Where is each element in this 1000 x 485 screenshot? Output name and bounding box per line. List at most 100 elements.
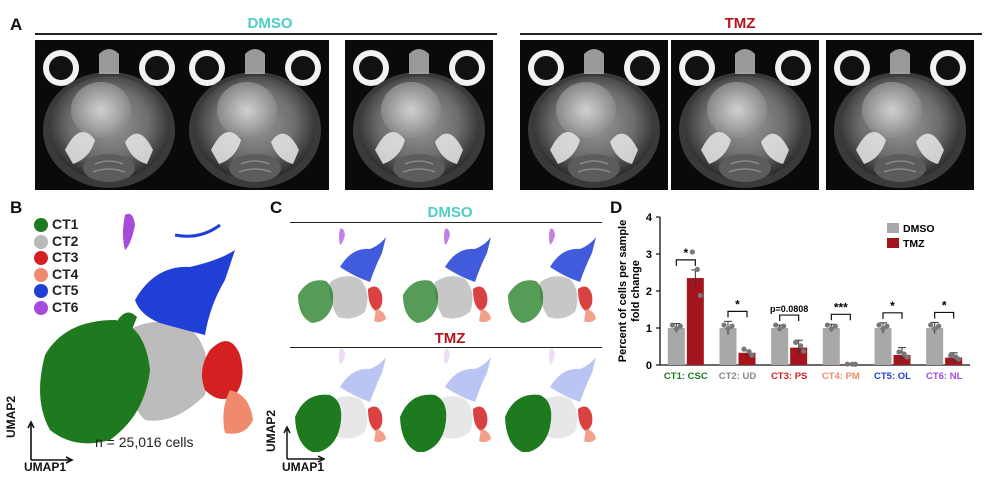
sample-point <box>828 326 834 332</box>
sample-point <box>677 323 683 329</box>
umap-cluster-ct1 <box>40 312 150 444</box>
legend-label: CT6 <box>52 298 79 315</box>
sample-point <box>876 322 882 328</box>
sample-point <box>928 322 934 328</box>
panel-c-label: C <box>270 198 283 217</box>
sample-point <box>673 326 679 332</box>
cluster-ct6 <box>549 348 555 365</box>
cluster-ct1 <box>298 280 334 323</box>
cluster-ct4 <box>479 429 491 443</box>
cluster-ct1 <box>505 394 552 452</box>
cluster-ct3 <box>578 286 593 311</box>
cluster-ct6 <box>339 228 345 245</box>
legend-label: CT1 <box>52 216 79 232</box>
bar-dmso-5 <box>874 328 892 365</box>
cluster-ct5 <box>340 237 386 282</box>
cluster-ct6 <box>444 348 450 365</box>
legend-swatch <box>34 284 48 298</box>
significance-bracket <box>779 314 800 322</box>
significance-label: * <box>890 299 895 313</box>
panel-a-tmz-label: TMZ <box>724 15 756 32</box>
bar-dmso-6 <box>926 328 944 365</box>
sample-point <box>669 322 675 328</box>
y-tick-label: 1 <box>646 323 652 335</box>
cluster-ct4 <box>374 309 386 323</box>
significance-bracket <box>934 311 955 319</box>
legend-label-dmso: DMSO <box>903 223 935 235</box>
significance-label: * <box>735 297 740 311</box>
legend-swatch <box>34 300 48 315</box>
umap-axes-arrow-b <box>27 420 74 464</box>
mri-tmz-1 <box>520 40 668 190</box>
umap-cluster-ct4 <box>223 390 253 434</box>
bar-tmz-1 <box>686 278 704 365</box>
mri-tmz-2 <box>671 40 819 190</box>
sample-point <box>801 348 807 354</box>
mri-dmso-3 <box>345 40 493 190</box>
sample-point <box>777 326 783 332</box>
cluster-ct3 <box>473 406 488 431</box>
bar-dmso-1 <box>667 328 685 365</box>
cluster-ct5 <box>340 357 386 402</box>
umap2-label-c: UMAP2 <box>264 409 278 452</box>
mri-dmso-2 <box>181 40 329 190</box>
legend-swatch <box>34 267 48 282</box>
umap-dmso-1 <box>298 228 386 323</box>
sample-point <box>694 266 700 272</box>
cluster-ct6 <box>444 228 450 245</box>
significance-bracket <box>882 312 903 319</box>
panel-b-label: B <box>10 198 23 217</box>
mri-tmz-3 <box>826 40 974 190</box>
bar-chart: 0 1 2 3 4 Percent of cells per sample fold cha… <box>617 212 970 382</box>
legend-swatch <box>34 234 48 249</box>
significance-bracket <box>830 313 851 321</box>
sample-point <box>773 322 779 328</box>
significance-label: p=0.0808 <box>770 304 808 314</box>
sample-point <box>884 323 890 329</box>
panel-c-dmso-bar <box>290 222 602 223</box>
sample-point <box>749 352 755 358</box>
sample-point <box>697 292 703 299</box>
legend-label: CT2 <box>52 232 79 249</box>
cluster-ct5 <box>445 237 491 282</box>
sample-point <box>956 356 962 362</box>
category-label: CT4: PM <box>822 371 860 382</box>
cluster-ct3 <box>473 286 488 311</box>
cluster-ct2 <box>434 276 473 319</box>
significance-bracket <box>727 310 748 318</box>
cell-count-text: n = 25,016 cells <box>95 434 194 450</box>
y-axis-label-line2: fold change <box>630 260 642 322</box>
sample-point <box>798 343 804 349</box>
panel-c-tmz-bar <box>290 347 602 348</box>
category-label: CT6: NL <box>926 371 963 382</box>
category-label: CT1: CSC <box>664 371 708 382</box>
umap-dmso-3 <box>508 228 596 323</box>
umap-tmz-3 <box>505 348 596 452</box>
sample-point <box>721 322 727 328</box>
cluster-ct1 <box>400 394 447 452</box>
sample-point <box>746 348 752 355</box>
sample-point <box>904 354 910 360</box>
cluster-ct1 <box>295 394 342 452</box>
y-axis-label-line1: Percent of cells per sample <box>617 220 629 362</box>
bar-dmso-4 <box>822 328 840 365</box>
sample-point <box>832 323 838 329</box>
legend-label: CT5 <box>52 282 79 298</box>
cluster-ct1 <box>403 280 439 323</box>
category-label: CT2: UD <box>719 371 757 382</box>
sample-point <box>932 326 938 332</box>
cluster-ct5 <box>550 357 596 402</box>
cluster-ct3 <box>368 286 383 311</box>
umap-cluster-ct3 <box>201 341 243 399</box>
cluster-ct4 <box>479 309 491 323</box>
panel-a-tmz-bar <box>520 33 982 35</box>
cluster-ct6 <box>549 228 555 245</box>
category-label: CT5: OL <box>874 371 911 382</box>
sample-point <box>781 323 787 329</box>
panel-a-dmso-label: DMSO <box>247 15 293 32</box>
umap1-label-c: UMAP1 <box>282 460 325 474</box>
sample-point <box>896 349 902 355</box>
legend-label: CT3 <box>52 249 79 265</box>
sample-point <box>689 249 695 255</box>
y-tick-label: 3 <box>646 249 652 261</box>
